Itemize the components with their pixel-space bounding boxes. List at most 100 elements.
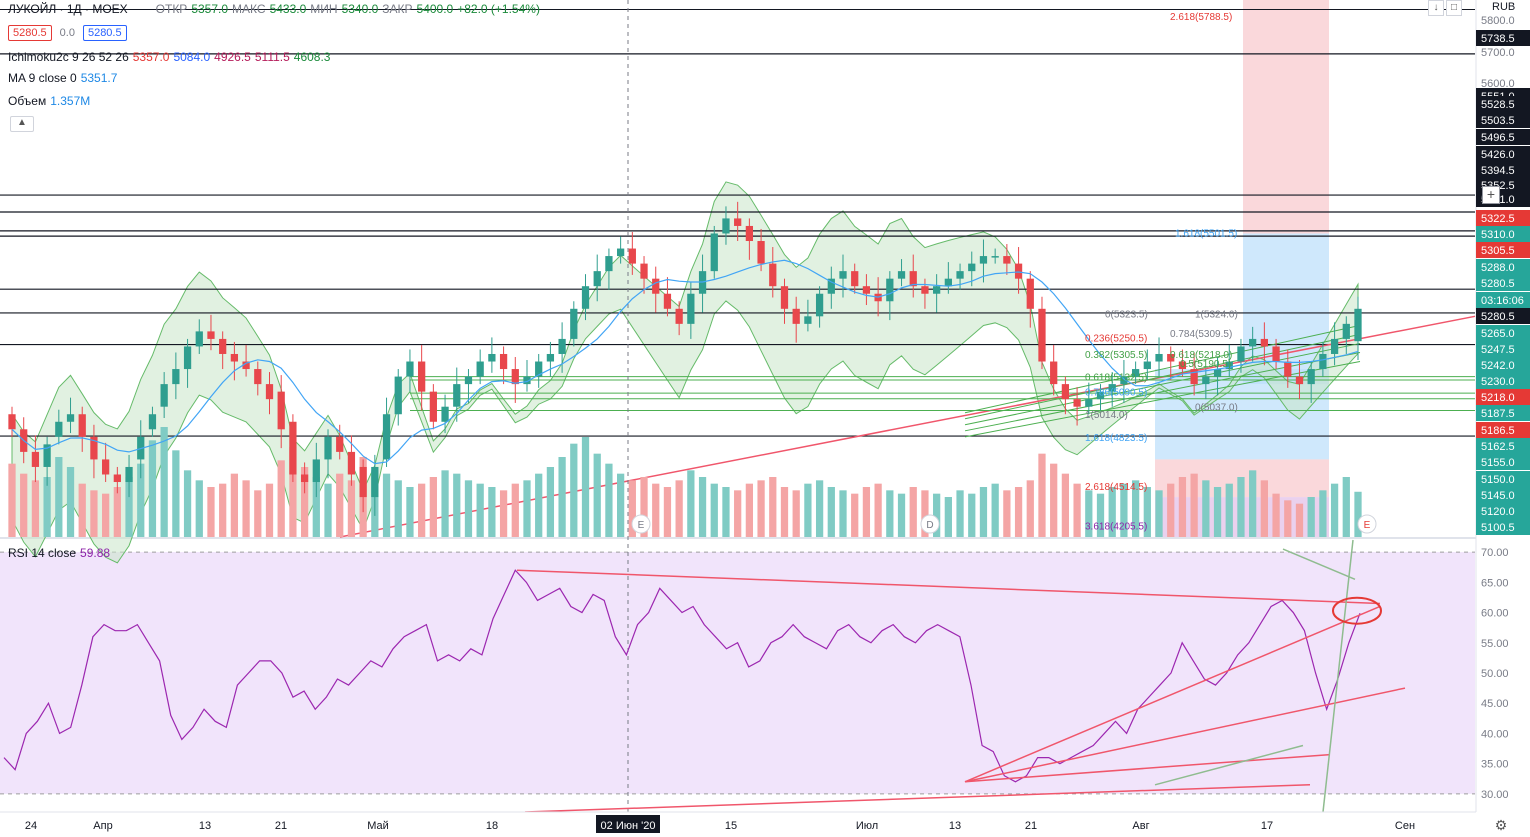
volume-bar-60: [710, 483, 718, 537]
candle-body-76: [897, 271, 906, 279]
price-axis-tag-bg-1: [1476, 30, 1530, 46]
candle-body-53: [628, 248, 636, 264]
ichimoku-value-5: 4608.3: [293, 50, 331, 64]
volume-bar-99: [1167, 483, 1175, 537]
volume-bar-56: [663, 487, 672, 537]
ichimoku-legend[interactable]: Ichimoku2c 9 26 52 26 5357.0 5084.0 4926…: [8, 48, 330, 66]
ma-name: MA 9 close 0: [8, 71, 77, 85]
volume-bar-74: [874, 483, 882, 537]
rsi-green-line-2: [1282, 548, 1356, 580]
time-axis-label-0: 24: [25, 820, 37, 832]
collapse-legend-button[interactable]: ▲: [10, 116, 34, 132]
volume-bar-59: [698, 477, 707, 537]
volume-bar-73: [862, 487, 871, 537]
rsi-legend[interactable]: RSI 14 close 59.88: [8, 544, 110, 562]
candle-body-46: [546, 353, 555, 362]
price-axis-tag-bg-25: [1476, 422, 1530, 438]
price-axis-label-31: 5100.5: [1481, 522, 1515, 534]
candle-body-103: [1213, 369, 1222, 377]
candle-body-94: [1108, 384, 1116, 392]
ask-price-pill[interactable]: 5280.5: [82, 25, 127, 41]
volume-bar-108: [1272, 493, 1280, 537]
time-axis-label-7: 15: [725, 820, 737, 832]
price-axis-label-5: 5528.5: [1481, 99, 1515, 111]
candle-body-66: [780, 286, 789, 309]
candle-body-37: [441, 406, 449, 422]
move-down-button[interactable]: ↓: [1428, 0, 1444, 16]
candle-body-17: [207, 331, 215, 339]
volume-bar-114: [1342, 477, 1350, 537]
volume-bar-9: [113, 487, 121, 537]
bid-price-pill[interactable]: 5280.5: [8, 25, 52, 41]
volume-bar-10: [125, 477, 133, 537]
rsi-axis-label-0: 30.00: [1481, 789, 1509, 801]
price-axis-label-22: 5230.0: [1481, 376, 1515, 388]
candle-body-63: [745, 225, 754, 242]
volume-name: Объем: [8, 94, 47, 108]
volume-bar-32: [382, 473, 391, 537]
candle-body-110: [1295, 376, 1304, 385]
volume-bar-68: [804, 483, 812, 537]
add-alert-button[interactable]: +: [1482, 186, 1500, 204]
rsi-axis-label-6: 60.00: [1481, 608, 1509, 620]
candle-body-6: [78, 414, 86, 437]
rsi-line: [3, 569, 1361, 783]
price-axis-label-19: 5265.0: [1481, 328, 1515, 340]
volume-bar-24: [289, 447, 297, 537]
volume-bar-14: [172, 450, 180, 537]
fib-label-13: 1.618(4823.5): [1085, 433, 1147, 444]
volume-bar-106: [1249, 470, 1257, 537]
candle-body-22: [265, 384, 274, 400]
volume-bar-27: [324, 483, 332, 537]
time-axis-label-3: 21: [275, 820, 287, 832]
price-axis-tag-bg-28: [1476, 471, 1530, 487]
rsi-axis-label-3: 45.00: [1481, 698, 1509, 710]
candle-body-78: [921, 286, 929, 294]
ma-legend[interactable]: MA 9 close 0 5351.7: [8, 69, 117, 87]
price-axis-tag-bg-29: [1476, 487, 1530, 503]
price-axis-tag-bg-9: [1476, 162, 1530, 178]
price-axis-label-1: 5738.5: [1481, 33, 1515, 45]
candle-body-55: [652, 278, 660, 294]
volume-bar-49: [581, 437, 590, 537]
candle-body-100: [1178, 361, 1187, 370]
volume-bar-46: [546, 467, 555, 537]
ichimoku-value-2: 5084.0: [173, 50, 211, 64]
rsi-trendline-rise-3: [964, 753, 1331, 783]
candle-body-23: [277, 391, 285, 430]
volume-bar-86: [1014, 487, 1023, 537]
candle-body-77: [909, 271, 917, 287]
time-axis-selected-bg: [596, 815, 660, 833]
volume-bar-76: [897, 493, 906, 537]
fib-label-11: 0(5037.0): [1195, 403, 1238, 414]
candle-body-114: [1342, 323, 1350, 339]
fib-fan-line-1: [964, 351, 1361, 432]
spread-pill: 0.0: [59, 27, 75, 39]
candle-body-107: [1260, 338, 1268, 347]
gear-icon[interactable]: ⚙: [1494, 817, 1508, 833]
maximize-pane-button[interactable]: □: [1446, 0, 1462, 16]
candle-body-88: [1038, 308, 1046, 362]
candle-body-69: [815, 293, 824, 317]
candle-body-115: [1354, 308, 1362, 342]
volume-legend[interactable]: Объем 1.357M: [8, 92, 90, 110]
volume-bar-107: [1260, 480, 1268, 537]
price-axis-label-6: 5503.5: [1481, 115, 1515, 127]
time-axis-label-2: 13: [199, 820, 211, 832]
price-axis-tag-bg-12: [1476, 210, 1530, 226]
rsi-trendline-top: [516, 569, 1381, 605]
rsi-trendline-rise-2: [964, 687, 1406, 783]
candle-body-15: [183, 346, 192, 370]
volume-bar-54: [640, 477, 648, 537]
volume-bar-41: [488, 487, 496, 537]
plus-icon: +: [1486, 186, 1496, 202]
volume-bar-70: [827, 487, 835, 537]
volume-bar-29: [347, 480, 356, 537]
candle-body-101: [1190, 369, 1198, 385]
candle-body-68: [804, 316, 812, 324]
candle-body-43: [511, 369, 519, 385]
volume-bar-4: [55, 457, 63, 537]
candle-body-108: [1272, 346, 1280, 362]
